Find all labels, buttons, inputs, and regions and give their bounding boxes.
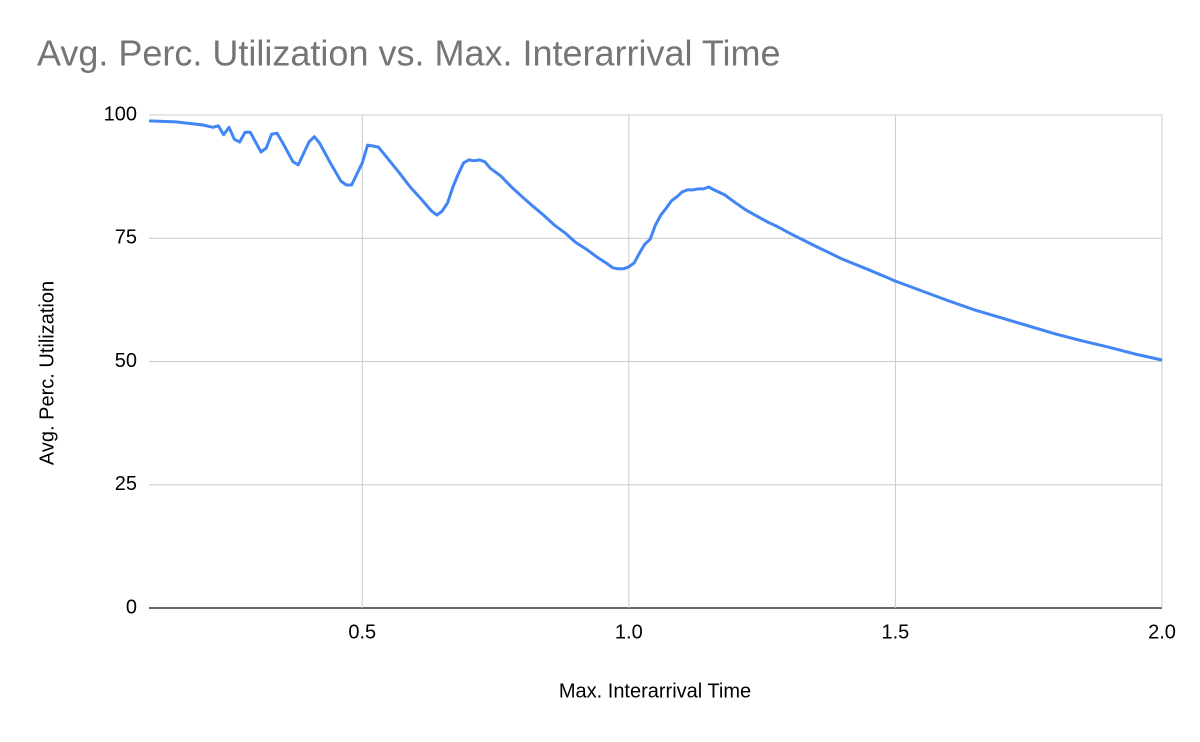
x-tick-label: 2.0	[1148, 621, 1176, 643]
y-tick-label: 50	[115, 350, 137, 372]
x-tick-label: 0.5	[348, 621, 376, 643]
y-axis-label: Avg. Perc. Utilization	[36, 281, 58, 465]
y-tick-label: 25	[115, 473, 137, 495]
y-tick-label: 75	[115, 227, 137, 249]
y-tick-label: 100	[104, 103, 137, 125]
chart-title: Avg. Perc. Utilization vs. Max. Interarr…	[37, 33, 781, 74]
data-line	[148, 119, 1163, 362]
x-tick-label: 1.0	[615, 621, 643, 643]
x-tick-label: 1.5	[882, 621, 910, 643]
y-tick-label: 0	[126, 596, 137, 618]
x-axis-label: Max. Interarrival Time	[559, 680, 751, 702]
